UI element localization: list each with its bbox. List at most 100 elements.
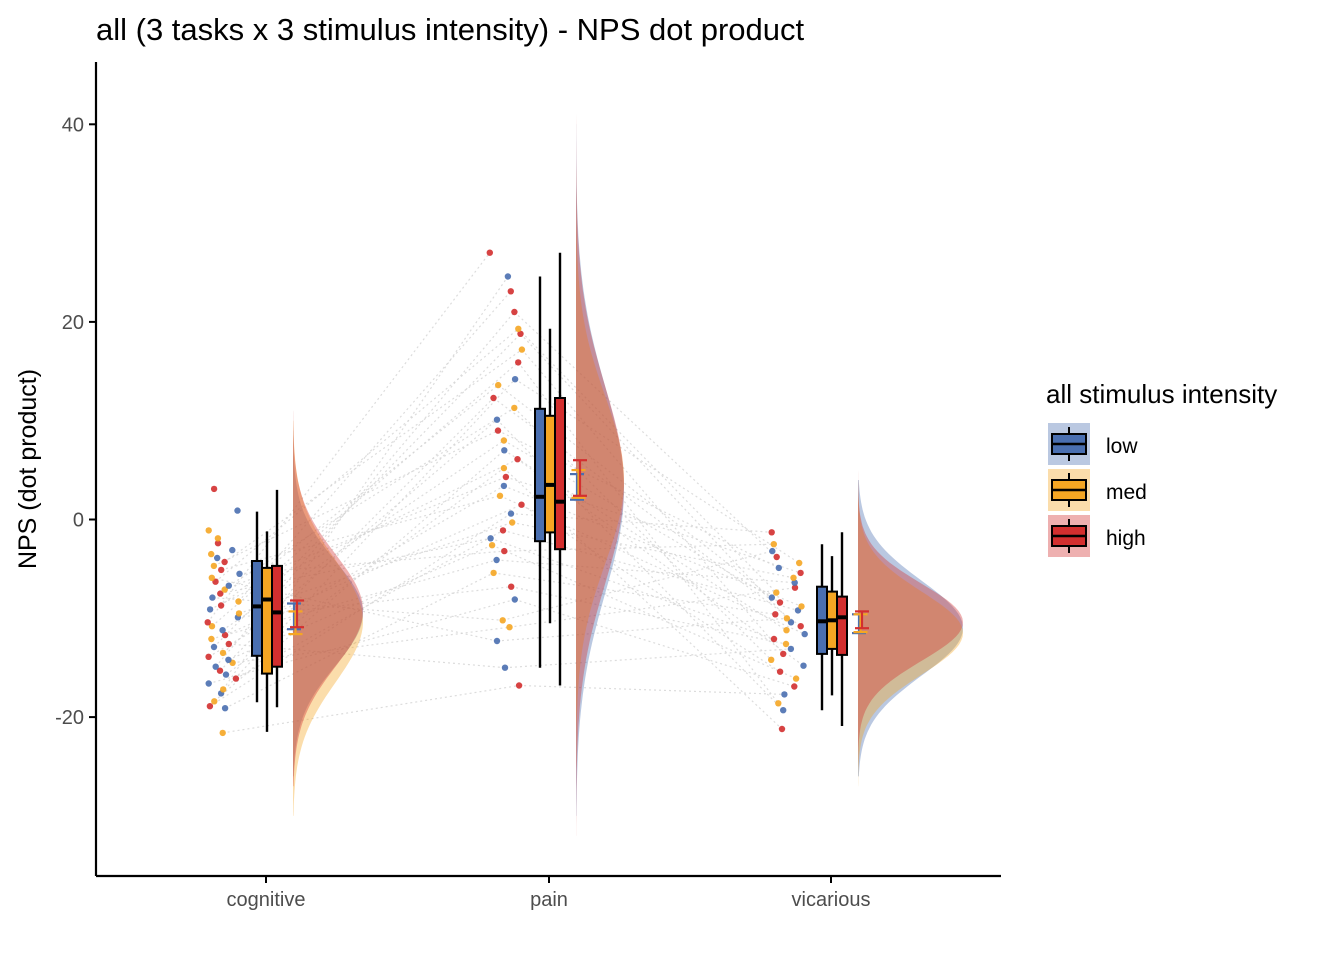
legend-label-high: high xyxy=(1106,527,1146,550)
connector-line xyxy=(491,544,797,680)
y-tick-label: 0 xyxy=(73,510,84,532)
data-point-vicarious-low xyxy=(781,691,788,698)
connector-line xyxy=(221,495,501,571)
density-vicarious-low xyxy=(858,480,963,777)
data-point-pain-high xyxy=(501,547,508,555)
data-point-vicarious-high xyxy=(773,553,780,561)
y-tick-label: -20 xyxy=(55,707,84,729)
connector-line xyxy=(511,586,787,645)
data-point-pain-high xyxy=(494,427,502,434)
box-pain-low xyxy=(534,407,546,543)
data-point-vicarious-high xyxy=(776,668,784,675)
connector-line xyxy=(502,529,799,611)
data-point-vicarious-low xyxy=(800,662,807,669)
connector-line xyxy=(211,577,498,642)
connector-line xyxy=(212,597,503,621)
data-point-pain-med xyxy=(500,464,508,472)
data-point-pain-high xyxy=(515,359,522,366)
data-point-vicarious-high xyxy=(791,683,798,690)
connector-line xyxy=(209,458,518,610)
data-point-pain-med xyxy=(506,624,513,631)
legend-label-med: med xyxy=(1106,481,1147,504)
data-point-cognitive-low xyxy=(225,656,232,663)
data-point-pain-med xyxy=(511,404,518,412)
connector-line xyxy=(503,439,781,604)
connector-line xyxy=(520,333,792,623)
data-point-cognitive-med xyxy=(221,586,228,593)
box-cognitive-med xyxy=(261,566,273,675)
box-vicarious-high xyxy=(836,595,848,656)
data-point-cognitive-low xyxy=(234,507,241,514)
legend-title: all stimulus intensity xyxy=(1046,379,1277,409)
data-point-vicarious-low xyxy=(780,707,787,714)
density-cognitive-low xyxy=(293,430,363,777)
data-point-pain-med xyxy=(496,492,504,499)
data-point-pain-med xyxy=(518,346,526,353)
data-point-cognitive-med xyxy=(214,535,222,542)
connector-line xyxy=(514,598,795,688)
jitter-points xyxy=(204,249,808,737)
data-point-vicarious-low xyxy=(768,594,775,601)
connector-line xyxy=(517,458,804,667)
boxplots xyxy=(251,252,848,732)
data-point-pain-high xyxy=(515,682,523,689)
data-point-cognitive-med xyxy=(205,527,212,534)
data-point-cognitive-low xyxy=(222,671,230,678)
data-point-pain-high xyxy=(502,473,510,481)
data-point-pain-med xyxy=(500,437,508,444)
data-point-cognitive-high xyxy=(225,640,232,648)
data-point-cognitive-low xyxy=(236,570,243,577)
data-point-cognitive-med xyxy=(219,729,226,737)
data-point-vicarious-med xyxy=(796,559,803,567)
data-point-pain-low xyxy=(487,535,494,542)
data-point-cognitive-low xyxy=(212,663,219,670)
data-point-pain-low xyxy=(501,447,508,454)
data-point-cognitive-low xyxy=(206,606,214,613)
data-point-vicarious-med xyxy=(768,656,775,663)
data-point-cognitive-high xyxy=(218,566,225,574)
connector-line xyxy=(239,550,505,575)
density-pain-med xyxy=(576,144,624,767)
density-clouds xyxy=(293,94,963,836)
legend: all stimulus intensity low med high xyxy=(1046,379,1277,557)
connector-line xyxy=(493,397,802,627)
data-point-vicarious-high xyxy=(791,584,799,591)
box-pain-high xyxy=(554,397,566,551)
data-point-pain-high xyxy=(514,456,521,463)
data-point-cognitive-med xyxy=(235,598,242,605)
data-point-cognitive-med xyxy=(208,574,215,581)
data-point-cognitive-med xyxy=(235,610,243,617)
x-tick-label: vicarious xyxy=(792,889,871,911)
data-point-pain-high xyxy=(508,583,515,590)
data-point-cognitive-low xyxy=(225,582,232,589)
data-point-cognitive-high xyxy=(216,667,224,674)
connector-line xyxy=(211,361,519,627)
data-point-cognitive-high xyxy=(214,540,222,547)
connector-line xyxy=(224,572,494,709)
connector-line xyxy=(503,467,783,730)
axes-ticks: -20 0 20 40 cognitive pain vicarious xyxy=(55,114,870,911)
connector-line xyxy=(519,684,785,695)
data-point-cognitive-med xyxy=(208,623,216,630)
connector-line xyxy=(211,559,497,640)
data-point-cognitive-med xyxy=(219,649,227,657)
data-point-cognitive-med xyxy=(220,686,227,693)
connector-line xyxy=(504,648,791,669)
data-point-cognitive-low xyxy=(214,554,221,562)
connector-line xyxy=(517,328,777,594)
data-point-vicarious-low xyxy=(787,619,795,626)
connector-line xyxy=(213,333,521,648)
data-point-vicarious-low xyxy=(769,547,776,555)
data-point-pain-high xyxy=(511,308,518,316)
data-point-vicarious-med xyxy=(773,589,780,596)
data-point-vicarious-high xyxy=(768,529,775,536)
density-vicarious-high xyxy=(858,470,963,767)
data-point-pain-low xyxy=(511,596,518,603)
data-point-pain-low xyxy=(504,273,512,280)
data-point-cognitive-high xyxy=(205,653,212,660)
density-pain-high xyxy=(576,94,624,836)
data-point-cognitive-high xyxy=(221,558,228,566)
data-point-vicarious-med xyxy=(798,603,805,610)
connector-line xyxy=(238,290,512,602)
